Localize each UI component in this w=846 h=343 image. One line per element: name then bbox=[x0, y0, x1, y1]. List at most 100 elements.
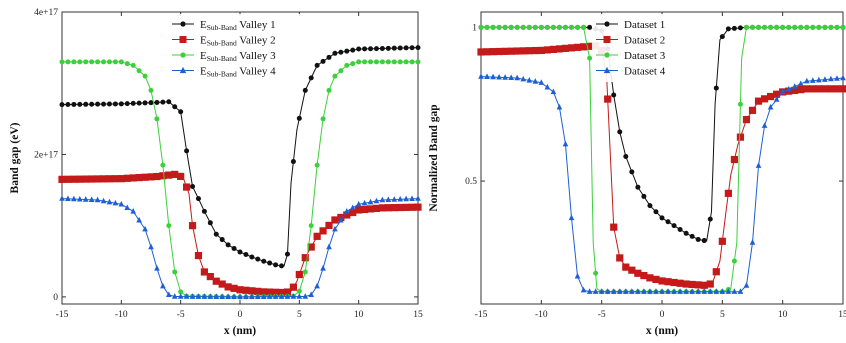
data-point bbox=[344, 48, 350, 54]
data-point bbox=[604, 95, 612, 103]
data-point bbox=[368, 46, 374, 52]
data-point bbox=[402, 203, 410, 211]
data-point bbox=[575, 24, 581, 30]
data-point bbox=[177, 172, 185, 181]
data-point bbox=[302, 293, 309, 299]
legend-marker bbox=[179, 36, 187, 43]
data-point bbox=[76, 175, 84, 183]
data-point bbox=[172, 104, 178, 110]
data-point bbox=[65, 102, 71, 108]
data-point bbox=[142, 100, 148, 106]
data-point bbox=[659, 215, 665, 221]
data-point bbox=[148, 87, 154, 93]
data-point bbox=[59, 59, 65, 65]
data-point bbox=[136, 100, 142, 106]
data-point bbox=[641, 288, 647, 294]
data-point bbox=[731, 288, 738, 294]
data-point bbox=[414, 203, 422, 211]
data-point bbox=[810, 24, 816, 30]
data-point bbox=[743, 24, 749, 30]
data-point bbox=[349, 204, 356, 211]
x-tick-label: 10 bbox=[354, 310, 364, 320]
data-point bbox=[266, 293, 273, 299]
data-point bbox=[409, 59, 415, 65]
data-point bbox=[396, 203, 404, 212]
data-point bbox=[237, 249, 243, 255]
data-point bbox=[201, 293, 208, 299]
data-point bbox=[544, 83, 551, 90]
legend-marker bbox=[603, 66, 611, 74]
data-point bbox=[390, 204, 398, 212]
data-point bbox=[514, 24, 520, 30]
data-point bbox=[833, 85, 841, 93]
data-point bbox=[755, 162, 762, 168]
data-point bbox=[272, 288, 280, 296]
data-point bbox=[308, 223, 314, 229]
data-point bbox=[555, 45, 564, 53]
data-point bbox=[507, 47, 515, 55]
data-point bbox=[653, 209, 659, 215]
data-point bbox=[59, 102, 65, 108]
data-point bbox=[508, 74, 514, 81]
data-point bbox=[682, 280, 690, 288]
data-point bbox=[839, 85, 846, 93]
data-point bbox=[314, 62, 320, 68]
data-point bbox=[106, 101, 112, 107]
data-point bbox=[325, 221, 333, 230]
data-point bbox=[804, 77, 810, 84]
data-point bbox=[774, 24, 780, 30]
data-point bbox=[756, 24, 762, 30]
data-point bbox=[314, 282, 320, 289]
data-point bbox=[502, 24, 508, 30]
data-point bbox=[289, 283, 297, 291]
data-point bbox=[332, 225, 338, 232]
legend: Dataset 1 Dataset 2 Dataset 3 Dataset 4 bbox=[592, 14, 714, 82]
data-point bbox=[95, 101, 101, 107]
data-point bbox=[719, 288, 726, 294]
data-point bbox=[822, 76, 828, 82]
data-point bbox=[362, 46, 368, 52]
series-line bbox=[480, 76, 844, 293]
data-point bbox=[780, 24, 786, 30]
data-point bbox=[320, 58, 326, 64]
legend-marker bbox=[604, 52, 610, 58]
data-point bbox=[677, 226, 683, 232]
data-point bbox=[707, 216, 713, 222]
data-point bbox=[736, 133, 745, 141]
data-point bbox=[261, 258, 267, 264]
data-point bbox=[550, 88, 557, 95]
data-point bbox=[840, 24, 846, 30]
data-point bbox=[255, 293, 261, 299]
data-point bbox=[77, 195, 83, 202]
data-point bbox=[569, 24, 574, 30]
data-point bbox=[634, 269, 642, 277]
data-point bbox=[810, 77, 816, 83]
data-point bbox=[526, 24, 532, 30]
data-point bbox=[344, 62, 350, 68]
y-tick-label: 1 bbox=[472, 23, 477, 33]
data-point bbox=[792, 24, 798, 30]
data-point bbox=[658, 277, 666, 285]
data-point bbox=[598, 288, 605, 294]
data-point bbox=[279, 263, 285, 269]
data-point bbox=[834, 75, 840, 81]
data-point bbox=[112, 199, 119, 206]
x-tick-label: 10 bbox=[778, 310, 788, 320]
series-4 bbox=[59, 195, 421, 300]
data-point bbox=[230, 284, 238, 292]
data-point bbox=[273, 262, 279, 268]
data-point bbox=[403, 195, 409, 202]
data-point bbox=[391, 45, 397, 51]
data-point bbox=[520, 24, 526, 30]
data-point bbox=[308, 75, 314, 81]
data-point bbox=[700, 281, 708, 289]
data-point bbox=[124, 61, 130, 67]
data-point bbox=[610, 288, 617, 294]
x-tick-label: -15 bbox=[475, 310, 488, 320]
data-point bbox=[665, 288, 671, 294]
data-point bbox=[834, 24, 840, 30]
data-point bbox=[725, 26, 731, 32]
data-point bbox=[665, 219, 671, 225]
data-point bbox=[538, 79, 545, 85]
data-point bbox=[130, 100, 136, 106]
